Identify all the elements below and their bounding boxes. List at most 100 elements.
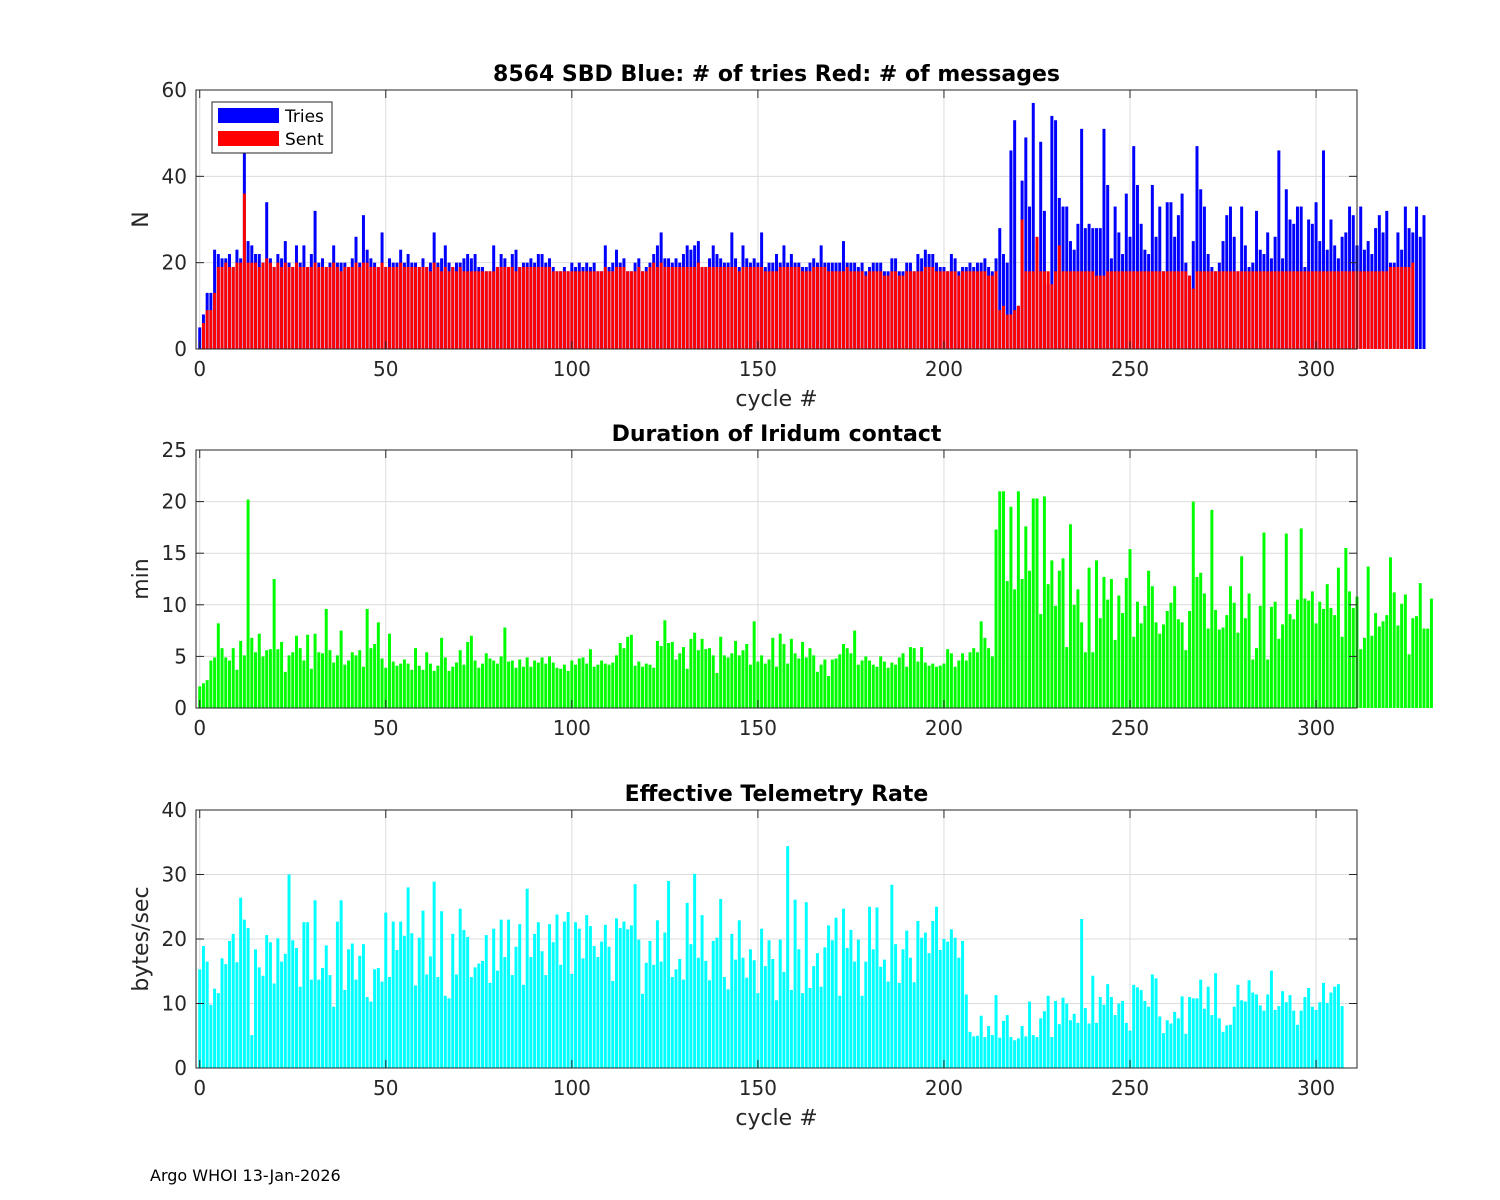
bar-duration [1068,524,1072,708]
bar-duration [827,676,831,708]
bar-duration [544,663,548,708]
bar-duration [696,650,700,708]
bar-rate [815,953,819,1068]
bar-rate [990,1035,994,1068]
bar-duration [510,660,514,708]
tick-label-x: 0 [193,357,206,381]
bar-duration [1340,636,1344,708]
bar-rate [1054,1000,1058,1068]
bar-duration [633,665,637,708]
bar-rate [361,944,365,1068]
bar-sent [298,266,302,349]
tick-label-x: 200 [925,716,963,740]
bar-rate [786,846,790,1068]
bar-rate [354,979,358,1068]
bar-duration [1258,605,1262,708]
bar-tries [198,327,202,349]
y-axis-label: N [129,211,154,227]
bar-rate [347,949,351,1068]
bar-duration [722,655,726,708]
bar-duration [1102,576,1106,708]
bar-duration [641,666,645,708]
bar-duration [905,666,909,708]
bar-sent [879,271,883,349]
bar-duration [354,655,358,708]
bar-duration [968,652,972,708]
bar-rate [1050,1037,1054,1068]
bar-duration [708,648,712,708]
bar-sent [343,266,347,349]
bar-sent [674,266,678,349]
bar-duration [313,633,317,708]
bar-sent [1158,271,1162,349]
bar-rate [1236,984,1240,1068]
bar-sent [975,271,979,349]
bar-rate [205,961,209,1068]
bar-sent [946,271,950,349]
bar-sent [1344,271,1348,349]
bar-rate [1225,1025,1229,1068]
bar-duration [220,648,224,708]
bar-sent [804,271,808,349]
bar-sent [414,266,418,349]
bar-rate [540,951,544,1068]
bar-sent [752,266,756,349]
bar-sent [1154,271,1158,349]
bar-sent [600,271,604,349]
bar-rate [1176,1018,1180,1068]
bar-sent [224,262,228,349]
bar-rate [1210,1015,1214,1068]
bar-duration [261,656,265,708]
bar-rate [588,926,592,1068]
bar-sent [700,266,704,349]
bar-sent [637,266,641,349]
bar-duration [1169,602,1173,708]
bar-duration [432,670,436,708]
bar-duration [495,663,499,708]
bar-rate [395,949,399,1068]
bar-sent [771,271,775,349]
bar-sent [1147,271,1151,349]
bar-rate [291,940,295,1068]
bar-tries [1005,262,1009,349]
bar-rate [741,957,745,1068]
bar-rate [760,928,764,1068]
bar-rate [321,968,325,1068]
bar-duration [615,655,618,708]
bar-duration [1202,593,1206,708]
bar-rate [369,1001,373,1068]
bar-rate [276,938,280,1068]
bar-rate [644,962,648,1068]
bar-sent [659,262,663,349]
bar-rate [265,935,269,1068]
bar-sent [827,271,831,349]
bar-rate [979,1015,983,1068]
bar-sent [1389,266,1392,349]
bar-rate [503,957,507,1068]
bar-sent [808,271,812,349]
bar-rate [1102,1004,1106,1068]
chart-duration: 0 50 100 150 200 250 300 0 5 10 15 20 25 Duration of … [129,422,1433,740]
bar-sent [328,266,332,349]
bar-sent [1128,271,1132,349]
bar-duration [629,634,633,708]
bar-duration [525,657,529,708]
bar-sent [1139,271,1143,349]
bar-sent [239,262,243,349]
bar-rate [399,921,403,1068]
bar-rate [778,939,782,1068]
bar-rate [421,910,425,1068]
bar-rate [1098,997,1102,1068]
tick-label-y: 40 [162,798,187,822]
bar-duration [443,657,447,708]
bar-sent [964,271,968,349]
bar-duration [1262,532,1266,708]
legend-label-sent: Sent [285,130,324,150]
bar-duration [908,647,912,708]
bar-sent [990,275,994,349]
bar-duration [518,659,522,708]
bar-duration [975,652,979,708]
bar-rate [402,935,406,1068]
bar-sent [268,262,272,349]
bar-rate [1240,1000,1244,1068]
